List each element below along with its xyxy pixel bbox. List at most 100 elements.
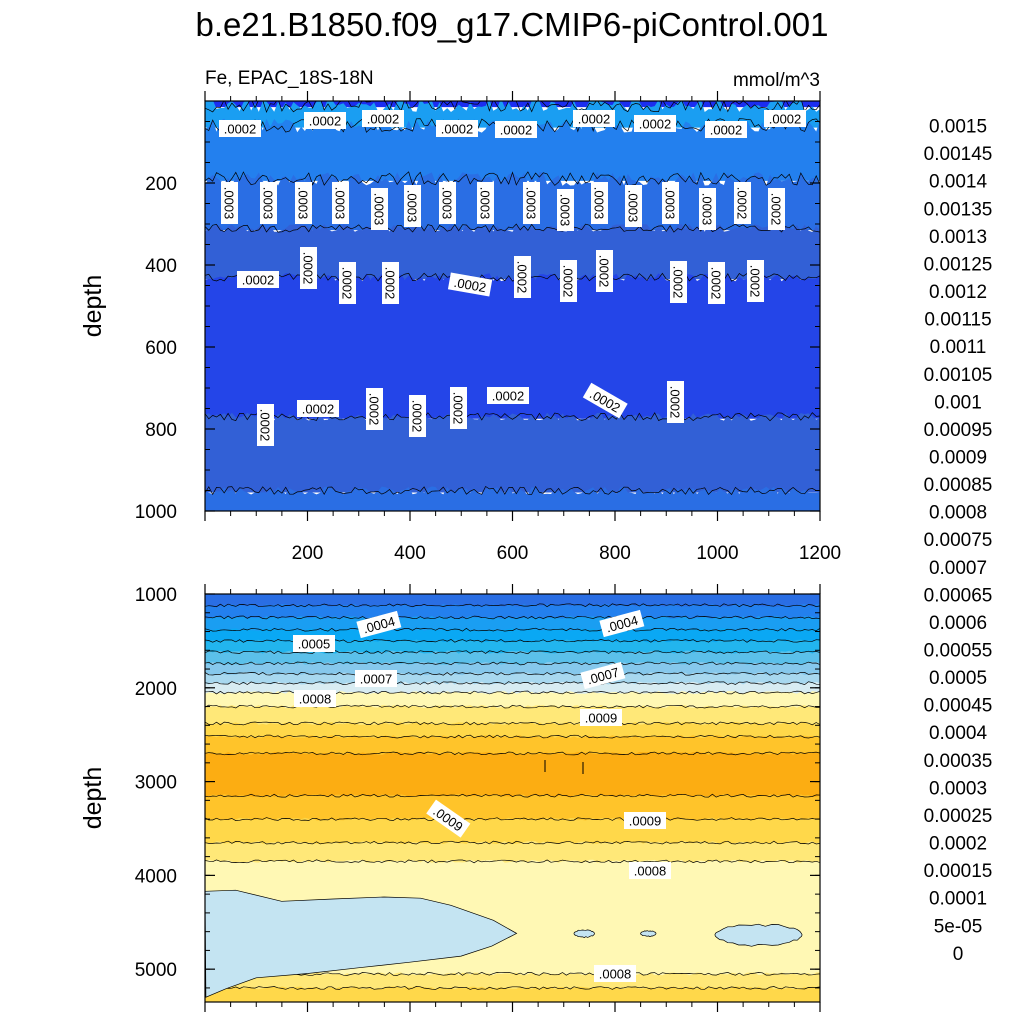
colorbar-label: 0.0002 [929, 834, 987, 855]
contour-band [205, 735, 820, 756]
contour-label: .0002 [764, 110, 806, 127]
contour-label-text: .0008 [634, 864, 667, 879]
contour-label-box [594, 965, 636, 982]
contour-label-box [221, 182, 238, 224]
upper-subtitle-right: mmol/m^3 [733, 70, 820, 91]
contour-label-box [596, 250, 613, 292]
contour-label: .0002 [362, 110, 404, 127]
contour-label-box [297, 400, 339, 417]
contour-label-box [634, 115, 676, 132]
contour-label-text: .0002 [639, 117, 672, 132]
upper-contour-fill [205, 101, 820, 511]
contour-label: .0002 [219, 120, 261, 137]
contour-band [205, 817, 820, 845]
contour-label-text: .0002 [340, 267, 355, 300]
contour-label-box [409, 395, 426, 437]
contour-label-text: .0005 [298, 637, 331, 652]
colorbar-label: 0.00015 [924, 861, 993, 882]
contour-label-text: .0002 [668, 386, 683, 419]
contour-label-box [625, 185, 642, 227]
contour-line [205, 101, 820, 113]
lower-y-axis-label: depth [79, 767, 107, 830]
contour-label-box [557, 189, 574, 231]
contour-label-box [366, 388, 383, 430]
contour-label-box [439, 182, 456, 224]
contour-label-text: .0003 [558, 194, 573, 227]
contour-label-text: .0003 [700, 193, 715, 226]
contour-label-text: .0003 [440, 187, 455, 220]
contour-label-box [764, 110, 806, 127]
contour-label-box [450, 387, 467, 429]
contour-label: .0002 [667, 381, 684, 423]
y-tick-label: 600 [145, 338, 177, 359]
contour-label-text: .0003 [296, 187, 311, 220]
colorbar: 0.0015 0.00145 0.0014 0.00135 0.0013 0.00125 0… [924, 117, 993, 965]
contour-label: .0008 [629, 862, 671, 879]
contour-label: .0003 [477, 182, 494, 224]
contour-label-text: .0002 [500, 123, 533, 138]
contour-label-box [734, 182, 751, 224]
contour-label-box [560, 260, 577, 302]
contour-patch [573, 929, 595, 938]
colorbar-label: 0.0004 [929, 723, 988, 744]
contour-line [205, 793, 820, 798]
contour-label-box [495, 121, 537, 138]
y-tick-label: 3000 [135, 773, 177, 794]
contour-label-text: .0008 [599, 967, 632, 982]
contour-label-box [477, 182, 494, 224]
contour-label-text: .0002 [383, 267, 398, 300]
colorbar-label: 0.0013 [929, 227, 987, 248]
contour-label-box [339, 262, 356, 304]
y-tick-label: 800 [145, 420, 177, 441]
upper-subtitle-left: Fe, EPAC_18S-18N [205, 68, 374, 89]
colorbar-label: 5e-05 [934, 916, 983, 937]
contour-label-text: .0003 [478, 187, 493, 220]
contour-label-box [591, 182, 608, 224]
contour-label: .0002 [768, 188, 785, 230]
contour-patch [205, 889, 518, 998]
contour-label-box [629, 862, 671, 879]
contour-label-text: .0003 [261, 187, 276, 220]
contour-label-box [304, 112, 346, 129]
contour-label-text: .0003 [663, 187, 678, 220]
contour-label-box [257, 404, 274, 446]
contour-label: .0004 [356, 610, 402, 639]
contour-label: .0002 [514, 256, 531, 298]
contour-label-text: .0002 [453, 275, 488, 295]
contour-label: .0003 [332, 182, 349, 224]
y-tick-label: 5000 [135, 960, 177, 981]
contour-label-text: .0003 [222, 187, 237, 220]
contour-label-box [573, 110, 615, 127]
contour-label-text: .0003 [626, 190, 641, 223]
contour-band [205, 650, 820, 666]
contour-label-text: .0002 [367, 393, 382, 426]
contour-line [205, 223, 820, 233]
contour-label: .0009 [624, 812, 666, 829]
contour-label-text: .0003 [592, 187, 607, 220]
contour-label: .0003 [221, 182, 238, 224]
upper-axis-ticks: 200 400 600 800 1000 200 400 600 800 1000 1200 [135, 91, 841, 564]
contour-label-text: .0007 [360, 672, 393, 687]
contour-label-text: .0002 [367, 112, 400, 127]
contour-label-box [237, 271, 279, 288]
contour-label: .0002 [300, 247, 317, 289]
contour-label-text: .0002 [561, 265, 576, 298]
contour-label: .0002 [734, 182, 751, 224]
contour-band [205, 722, 820, 739]
contour-label-box [670, 261, 687, 303]
contour-label: .0002 [705, 121, 747, 138]
contour-label-box [295, 182, 312, 224]
contour-label-text: .0002 [748, 265, 763, 298]
contour-line [205, 986, 820, 990]
contour-label: .0008 [594, 965, 636, 982]
contour-band [205, 639, 820, 655]
contour-label-box [514, 256, 531, 298]
contour-label: .0009 [580, 709, 622, 726]
contour-label-box [768, 188, 785, 230]
contour-line [205, 615, 820, 620]
contour-label-box [599, 609, 645, 638]
contour-label-text: .0002 [242, 273, 275, 288]
contour-label-box [293, 635, 335, 652]
contour-label-text: .0002 [492, 389, 525, 404]
